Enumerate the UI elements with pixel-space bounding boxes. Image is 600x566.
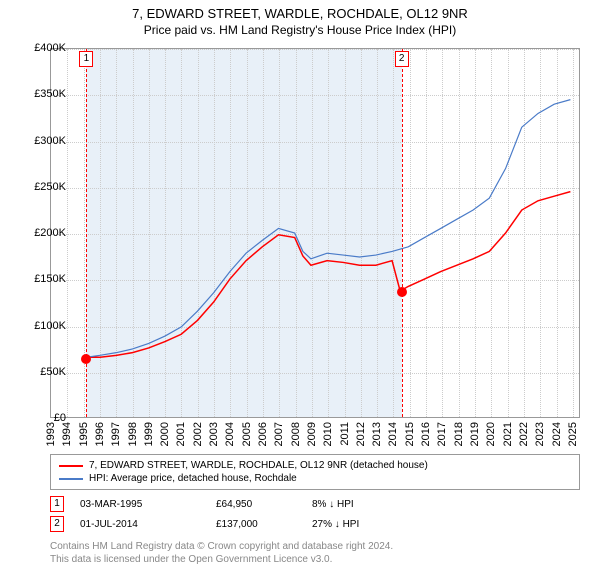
legend-item-hpi: HPI: Average price, detached house, Roch…: [59, 472, 571, 485]
y-tick-label: £150K: [22, 273, 66, 285]
y-tick-label: £250K: [22, 181, 66, 193]
y-tick-label: £100K: [22, 320, 66, 332]
y-tick-label: £0: [22, 412, 66, 424]
y-tick-label: £350K: [22, 88, 66, 100]
sale-info: 1 03-MAR-1995 £64,950 8% ↓ HPI 2 01-JUL-2014 £…: [50, 494, 580, 534]
sale-date: 01-JUL-2014: [80, 519, 200, 530]
sale-marker-badge: 2: [395, 51, 409, 67]
y-tick-label: £300K: [22, 135, 66, 147]
sale-info-row: 1 03-MAR-1995 £64,950 8% ↓ HPI: [50, 494, 580, 514]
legend-label-property: 7, EDWARD STREET, WARDLE, ROCHDALE, OL12…: [89, 460, 428, 471]
y-tick-label: £50K: [22, 366, 66, 378]
sale-hpi-delta: 27% ↓ HPI: [312, 519, 392, 530]
series-line-property: [87, 192, 571, 358]
chart-lines: [51, 49, 579, 417]
sale-date: 03-MAR-1995: [80, 499, 200, 510]
legend-line-property: [59, 465, 83, 467]
attribution: Contains HM Land Registry data © Crown c…: [50, 534, 580, 566]
sale-dot: [81, 354, 91, 364]
legend-box: 7, EDWARD STREET, WARDLE, ROCHDALE, OL12…: [50, 454, 580, 490]
sale-hpi-delta: 8% ↓ HPI: [312, 499, 392, 510]
legend-line-hpi: [59, 478, 83, 480]
sale-info-badge: 1: [50, 496, 64, 512]
sale-info-row: 2 01-JUL-2014 £137,000 27% ↓ HPI: [50, 514, 580, 534]
sale-dot: [397, 287, 407, 297]
y-tick-label: £200K: [22, 227, 66, 239]
sale-price: £137,000: [216, 519, 296, 530]
sale-info-badge: 2: [50, 516, 64, 532]
y-tick-label: £400K: [22, 42, 66, 54]
legend-label-hpi: HPI: Average price, detached house, Roch…: [89, 473, 297, 484]
sale-line: [402, 49, 403, 417]
chart-title: 7, EDWARD STREET, WARDLE, ROCHDALE, OL12…: [0, 0, 600, 21]
legend-item-property: 7, EDWARD STREET, WARDLE, ROCHDALE, OL12…: [59, 459, 571, 472]
attribution-line1: Contains HM Land Registry data © Crown c…: [50, 540, 580, 553]
sale-price: £64,950: [216, 499, 296, 510]
sale-marker-badge: 1: [79, 51, 93, 67]
chart-subtitle: Price paid vs. HM Land Registry's House …: [0, 21, 600, 37]
legend-area: 7, EDWARD STREET, WARDLE, ROCHDALE, OL12…: [50, 428, 580, 566]
chart-plot-area: 12: [50, 48, 580, 418]
series-line-hpi: [87, 100, 571, 358]
